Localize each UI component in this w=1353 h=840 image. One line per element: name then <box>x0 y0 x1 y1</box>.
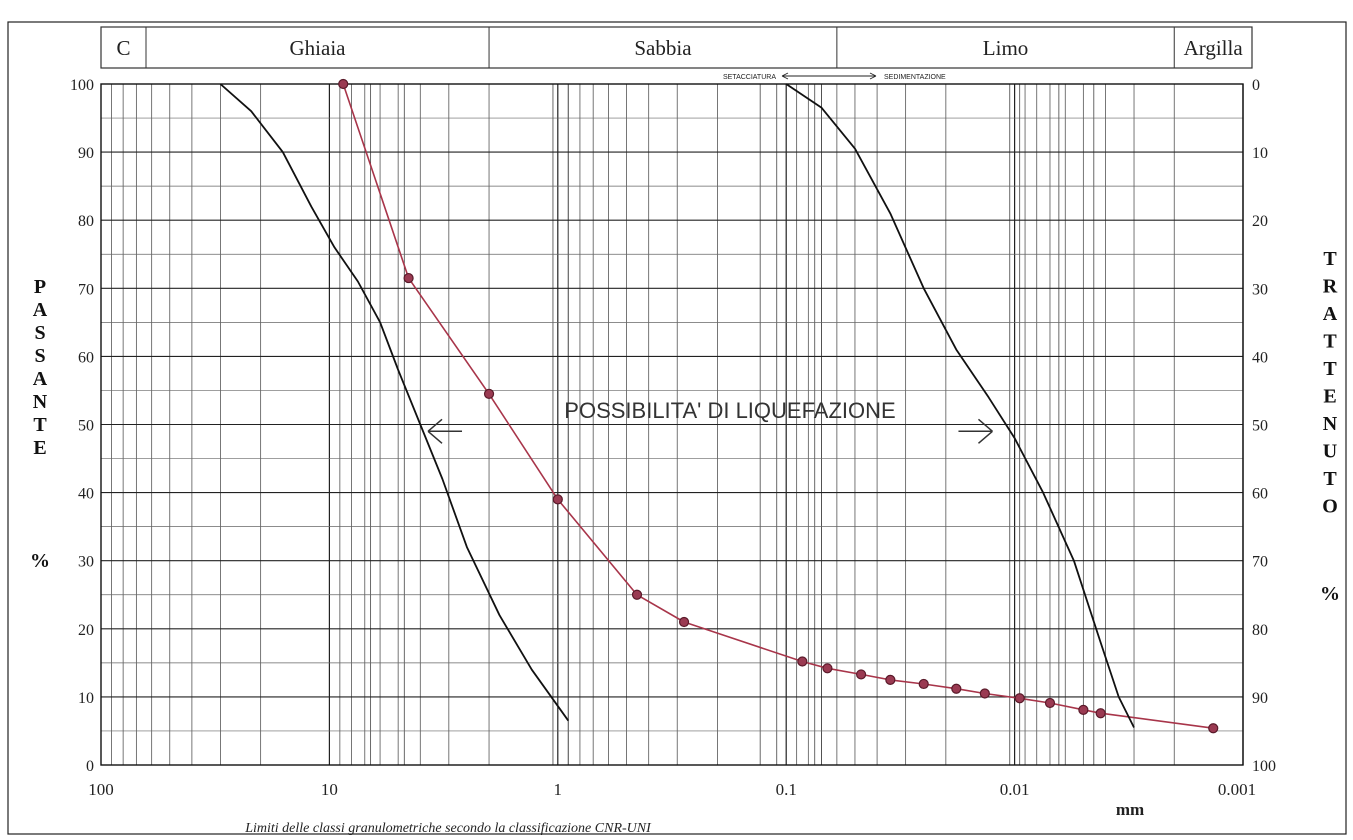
y-tick-label-right: 20 <box>1252 213 1268 230</box>
data-point <box>338 78 349 90</box>
plot-frame <box>100 83 1244 766</box>
data-point <box>918 678 929 690</box>
data-point <box>552 494 563 505</box>
header-band-ghiaia: Ghiaia <box>290 36 347 60</box>
y-tick-label-left: 70 <box>78 281 94 298</box>
series-line-liquefaction-limit-fine <box>785 83 1135 728</box>
data-point <box>1014 693 1025 704</box>
y-tick-label-left: 30 <box>78 554 94 571</box>
axes: 0102030405060708090100100908070605040302… <box>30 77 1340 836</box>
data-point <box>822 663 833 674</box>
data-point <box>951 683 962 694</box>
y-tick-label-left: 80 <box>78 213 94 230</box>
classification-header: C Ghiaia Sabbia Limo Argilla SETACCIATURA SEDI… <box>100 26 1253 81</box>
y-tick-label-right: 100 <box>1252 758 1276 775</box>
data-point <box>885 674 896 685</box>
y-tick-label-left: 60 <box>78 349 94 366</box>
y-axis-unit-left: % <box>30 550 50 572</box>
y-tick-label-right: 10 <box>1252 145 1268 162</box>
annotation-arrow-left <box>427 418 463 444</box>
y-tick-label-right: 50 <box>1252 418 1268 435</box>
header-band-sabbia: Sabbia <box>634 36 692 60</box>
data-point <box>483 388 495 399</box>
y-tick-label-left: 0 <box>86 758 94 775</box>
x-tick-label: 1 <box>554 780 563 799</box>
y-tick-label-right: 60 <box>1252 486 1268 503</box>
y-tick-label-right: 0 <box>1252 77 1260 94</box>
y-tick-label-left: 40 <box>78 486 94 503</box>
data-point <box>631 589 643 600</box>
y-tick-label-left: 10 <box>78 690 94 707</box>
y-tick-label-right: 80 <box>1252 622 1268 639</box>
data-point <box>797 656 808 667</box>
chart-caption: Limiti delle classi granulometriche seco… <box>244 821 652 836</box>
y-tick-label-left: 20 <box>78 622 94 639</box>
data-point <box>1208 723 1219 734</box>
data-point <box>1078 704 1089 715</box>
y-tick-label-left: 90 <box>78 145 94 162</box>
data-point <box>855 669 867 680</box>
header-band-limo: Limo <box>983 36 1029 60</box>
header-frame <box>100 26 1253 69</box>
method-label-sieving: SETACCIATURA <box>723 74 776 81</box>
header-band-c: C <box>116 36 130 60</box>
y-axis-unit-right: % <box>1320 583 1340 605</box>
data-point <box>979 688 990 699</box>
y-tick-label-right: 90 <box>1252 690 1268 707</box>
data-point <box>403 272 414 284</box>
annotation-arrow-right <box>958 418 993 444</box>
x-tick-label: 0.1 <box>776 780 797 799</box>
y-tick-label-right: 30 <box>1252 281 1268 298</box>
y-tick-label-right: 40 <box>1252 349 1268 366</box>
series-group <box>219 78 1219 734</box>
data-point <box>1044 697 1056 709</box>
series-line-liquefaction-limit-coarse <box>219 83 570 722</box>
series-line-sample <box>342 83 1214 729</box>
annotation-liquefaction: POSSIBILITA' DI LIQUEFAZIONE <box>564 398 895 423</box>
x-tick-label: 0.01 <box>1000 780 1030 799</box>
header-band-argilla: Argilla <box>1184 36 1244 60</box>
x-axis-label: mm <box>1116 800 1144 819</box>
x-tick-label: 100 <box>88 780 114 799</box>
data-point <box>1095 708 1106 719</box>
x-tick-label: 10 <box>321 780 338 799</box>
x-tick-label: 0.001 <box>1218 780 1256 799</box>
grid <box>101 83 1244 766</box>
method-label-sedimentation: SEDIMENTAZIONE <box>884 74 946 81</box>
data-point <box>678 616 690 628</box>
method-arrow <box>781 72 877 80</box>
annotations: POSSIBILITA' DI LIQUEFAZIONE <box>427 398 993 444</box>
y-tick-label-left: 100 <box>70 77 94 94</box>
y-tick-label-left: 50 <box>78 418 94 435</box>
y-tick-label-right: 70 <box>1252 554 1268 571</box>
